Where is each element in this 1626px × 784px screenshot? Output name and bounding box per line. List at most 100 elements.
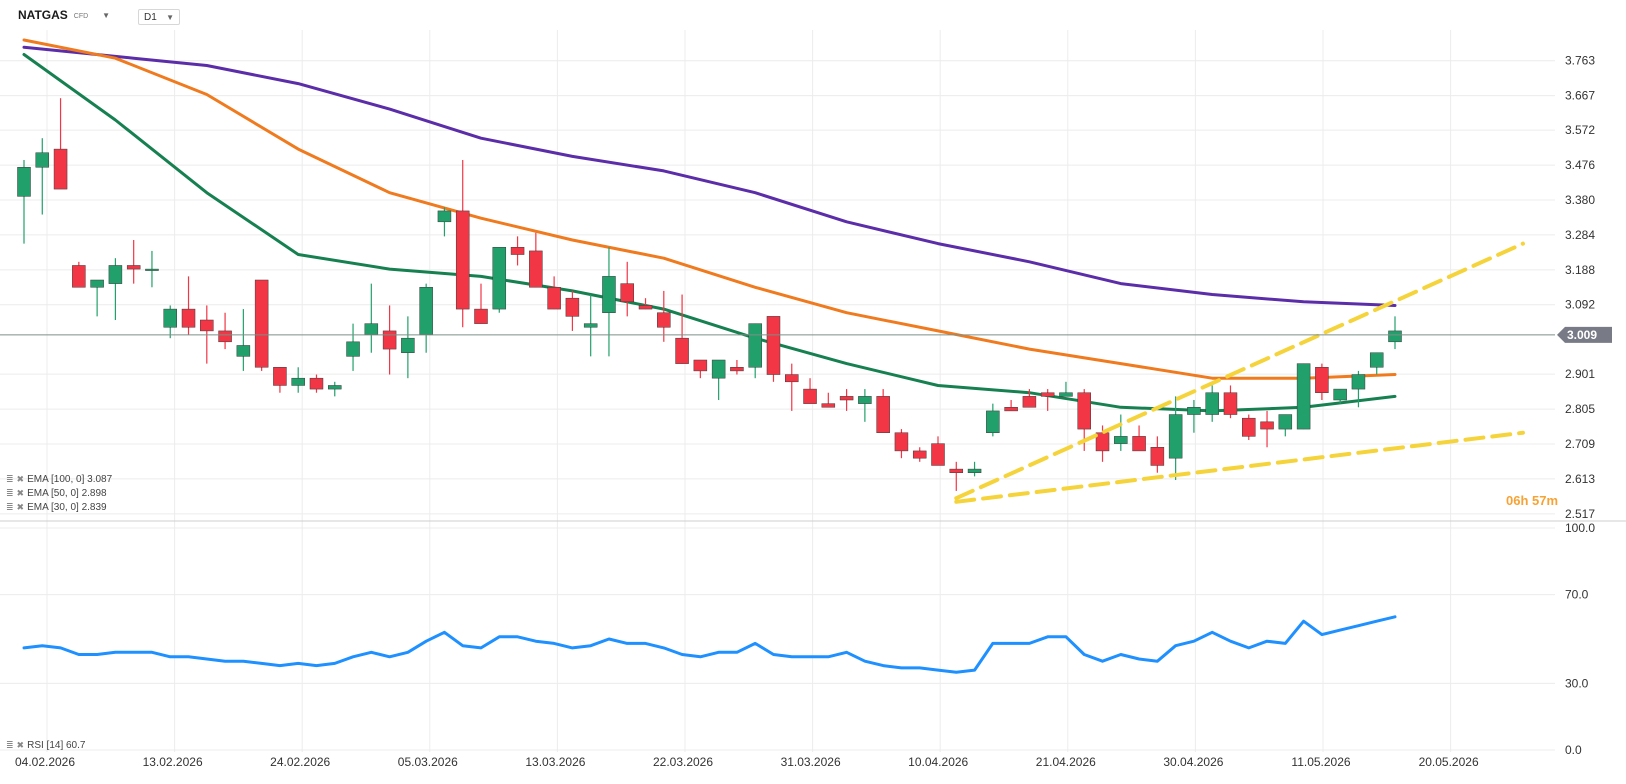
candle-body[interactable] (675, 337, 689, 364)
close-icon[interactable]: ✖ (16, 474, 25, 484)
candle-body[interactable] (1333, 388, 1347, 401)
candle-body[interactable] (1040, 392, 1055, 397)
close-icon[interactable]: ✖ (16, 740, 25, 750)
candle-body[interactable] (126, 265, 141, 270)
candle-body[interactable] (291, 377, 305, 386)
legend-rsi[interactable]: ≣ ✖ RSI [14] 60.7 (6, 740, 85, 751)
symbol-header[interactable]: NATGAS CFD ▼ (18, 8, 110, 22)
candle-body[interactable] (1315, 367, 1329, 393)
candle-body[interactable] (949, 468, 964, 473)
candle-body[interactable] (181, 308, 196, 328)
candle-body[interactable] (1150, 447, 1165, 466)
candle-body[interactable] (236, 345, 251, 357)
candle-body[interactable] (309, 377, 324, 390)
symbol-dropdown-icon[interactable]: ▼ (102, 10, 111, 20)
candle-body[interactable] (218, 330, 232, 343)
candle-body[interactable] (1369, 352, 1384, 368)
candle-body[interactable] (986, 410, 1000, 433)
settings-icon[interactable]: ≣ (6, 488, 14, 498)
candle-body[interactable] (912, 450, 927, 459)
trendline-upper[interactable] (954, 241, 1525, 501)
legend-ema30-label: EMA [30, 0] 2.839 (27, 502, 107, 513)
candle-body[interactable] (17, 167, 31, 197)
candle-body[interactable] (273, 367, 287, 386)
candle-body[interactable] (72, 265, 86, 288)
candle-body[interactable] (1132, 436, 1146, 452)
candle-body[interactable] (1004, 407, 1018, 412)
candle-body[interactable] (1278, 414, 1293, 430)
candle-body[interactable] (839, 396, 854, 401)
candle-body[interactable] (931, 443, 945, 466)
candle-body[interactable] (730, 367, 744, 372)
candle-body[interactable] (1242, 417, 1256, 437)
candle-body[interactable] (145, 268, 159, 271)
candle-body[interactable] (200, 319, 214, 332)
candle-body[interactable] (492, 247, 507, 310)
candle-body[interactable] (1205, 392, 1219, 415)
candle-body[interactable] (35, 152, 50, 168)
timeframe-selector[interactable]: D1 ▼ (138, 9, 180, 25)
legend-ema30[interactable]: ≣ ✖ EMA [30, 0] 2.839 (6, 502, 107, 513)
candle-body[interactable] (455, 210, 470, 310)
candle-body[interactable] (437, 210, 452, 223)
close-icon[interactable]: ✖ (16, 488, 25, 498)
legend-ema100[interactable]: ≣ ✖ EMA [100, 0] 3.087 (6, 474, 112, 485)
candle-body[interactable] (785, 374, 799, 383)
candle-body[interactable] (1022, 396, 1037, 408)
legend-ema50[interactable]: ≣ ✖ EMA [50, 0] 2.898 (6, 488, 107, 499)
candle-body[interactable] (474, 308, 488, 324)
candle-body[interactable] (693, 359, 708, 372)
candle-body[interactable] (1077, 392, 1091, 430)
candle-body[interactable] (254, 279, 269, 368)
candle-body[interactable] (711, 359, 726, 379)
close-icon[interactable]: ✖ (16, 502, 25, 512)
candle-body[interactable] (328, 385, 342, 390)
candle-body[interactable] (583, 323, 598, 328)
settings-icon[interactable]: ≣ (6, 740, 14, 750)
candle-body[interactable] (803, 388, 817, 404)
candle-body[interactable] (90, 279, 104, 288)
candle-body[interactable] (620, 283, 634, 303)
candle-body[interactable] (748, 323, 762, 368)
candle-body[interactable] (108, 265, 123, 284)
candle-body[interactable] (53, 148, 68, 190)
candle-body[interactable] (602, 276, 616, 313)
candle-body[interactable] (346, 341, 360, 357)
candle-body[interactable] (1260, 421, 1274, 430)
candle-body[interactable] (419, 287, 433, 335)
trendline-lower[interactable] (954, 430, 1525, 504)
candle-body[interactable] (657, 312, 671, 328)
candle-body[interactable] (565, 297, 580, 317)
candle-body[interactable] (1351, 374, 1366, 390)
candle-body[interactable] (1296, 363, 1311, 430)
settings-icon[interactable]: ≣ (6, 474, 14, 484)
candle-body[interactable] (858, 396, 872, 404)
candle-body[interactable] (510, 247, 525, 255)
candle-body[interactable] (1095, 432, 1110, 452)
candle-body[interactable] (1168, 414, 1183, 459)
candle-body[interactable] (163, 308, 177, 328)
candle-body[interactable] (382, 330, 397, 350)
candle-body[interactable] (821, 403, 836, 408)
candle-body[interactable] (638, 305, 653, 310)
x-tick-label: 05.03.2026 (398, 755, 458, 769)
y-tick-label: 3.763 (1565, 54, 1595, 68)
candle-body[interactable] (401, 337, 415, 353)
candle-body[interactable] (967, 468, 982, 473)
candle-body[interactable] (1388, 330, 1402, 343)
candle-body[interactable] (529, 250, 543, 288)
candle-body[interactable] (1059, 392, 1073, 397)
rsi-line (22, 615, 1397, 674)
candle-body[interactable] (1223, 392, 1238, 415)
candle-body[interactable] (876, 396, 890, 433)
candle-body[interactable] (1187, 407, 1201, 415)
candle-body[interactable] (766, 316, 781, 375)
rsi-tick-label: 30.0 (1565, 676, 1589, 690)
candle-body[interactable] (547, 287, 561, 310)
settings-icon[interactable]: ≣ (6, 502, 14, 512)
candle-body[interactable] (894, 432, 909, 452)
candle-body[interactable] (1114, 436, 1128, 444)
candle-body[interactable] (364, 323, 379, 335)
